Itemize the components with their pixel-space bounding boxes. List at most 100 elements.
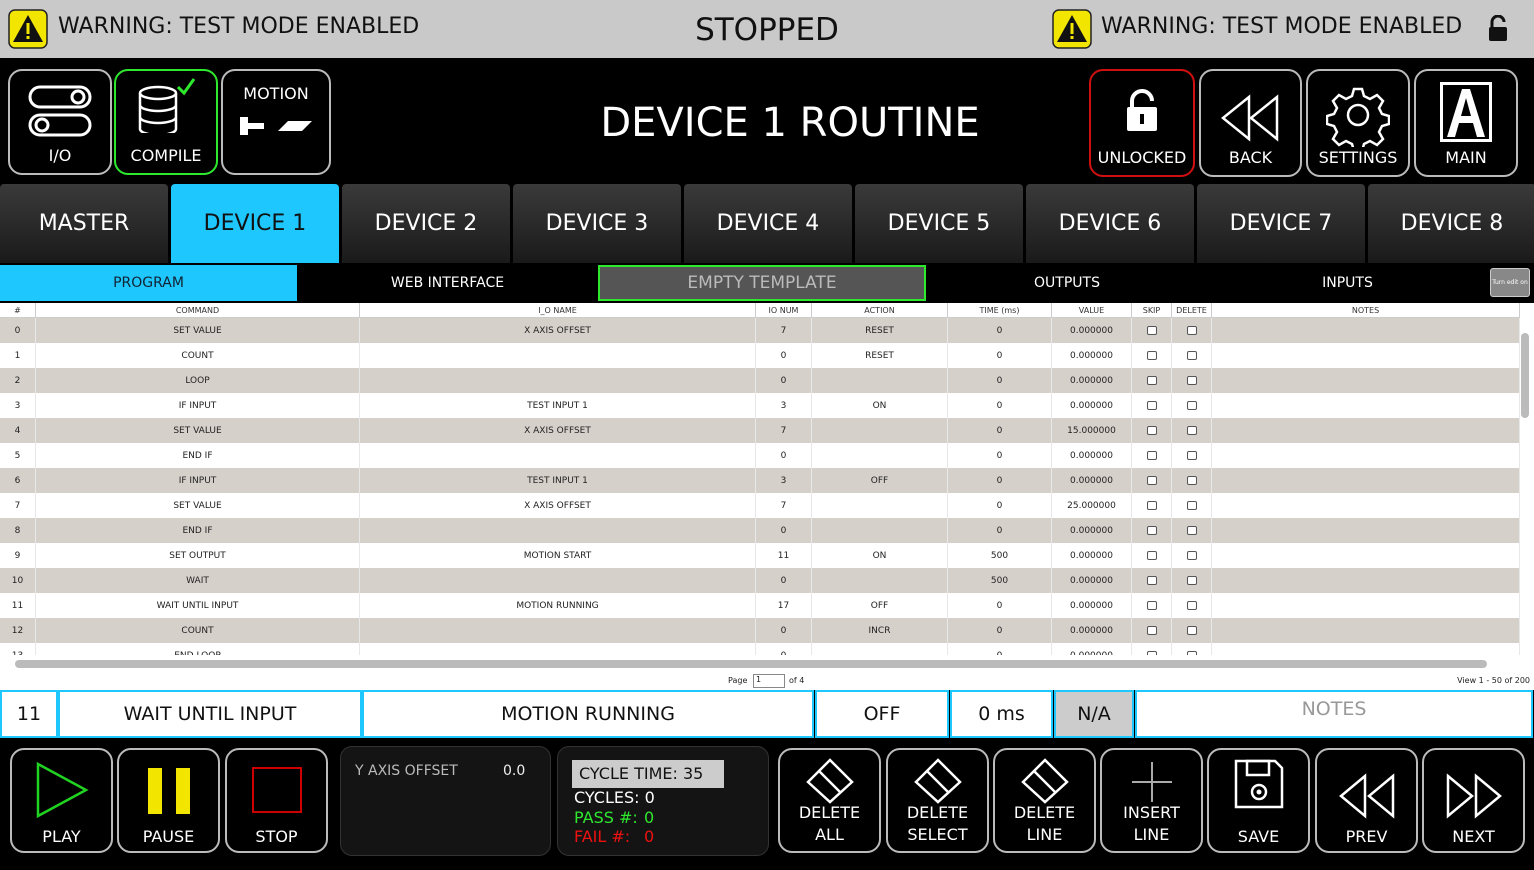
checkbox[interactable] — [1146, 551, 1157, 560]
button[interactable]: STOP — [225, 748, 328, 853]
button[interactable]: MAIN — [1414, 69, 1518, 177]
table-row[interactable]: 11 WAIT UNTIL INPUT MOTION RUNNING 17 OFF 0 0.… — [0, 593, 1520, 618]
table-row[interactable]: 4 SET VALUE X AXIS OFFSET 7 0 15.000000 — [0, 418, 1520, 443]
editor-field[interactable]: MOTION RUNNING — [362, 690, 814, 738]
checkbox[interactable] — [1186, 326, 1197, 335]
checkbox[interactable] — [1186, 451, 1197, 460]
column-header[interactable]: VALUE — [1052, 303, 1132, 318]
device-tab[interactable]: DEVICE 7 — [1197, 184, 1365, 263]
checkbox[interactable] — [1146, 476, 1157, 485]
device-tab[interactable]: DEVICE 5 — [855, 184, 1023, 263]
column-header[interactable]: DELETE — [1172, 303, 1212, 318]
editor-field[interactable]: NOTES — [1135, 690, 1533, 738]
checkbox[interactable] — [1186, 351, 1197, 360]
checkbox[interactable] — [1186, 501, 1197, 510]
table-cell — [360, 618, 756, 643]
checkbox[interactable] — [1186, 601, 1197, 610]
device-tab[interactable]: DEVICE 8 — [1368, 184, 1534, 263]
table-row[interactable]: 3 IF INPUT TEST INPUT 1 3 ON 0 0.000000 — [0, 393, 1520, 418]
button[interactable]: SAVE — [1207, 748, 1310, 853]
checkbox[interactable] — [1146, 376, 1157, 385]
checkbox[interactable] — [1146, 526, 1157, 535]
checkbox[interactable] — [1146, 401, 1157, 410]
button[interactable]: DELETE SELECT — [886, 748, 989, 853]
checkbox[interactable] — [1186, 401, 1197, 410]
button[interactable]: NEXT — [1422, 748, 1525, 853]
button[interactable]: COMPILE — [114, 69, 218, 175]
button[interactable]: PAUSE — [117, 748, 220, 853]
checkbox[interactable] — [1146, 351, 1157, 360]
device-tab[interactable]: DEVICE 4 — [684, 184, 852, 263]
sub-tab[interactable]: PROGRAM — [0, 265, 297, 301]
checkbox[interactable] — [1146, 326, 1157, 335]
button[interactable]: DELETE ALL — [778, 748, 881, 853]
column-header[interactable]: IO NUM — [756, 303, 812, 318]
table-cell: 0 — [756, 518, 812, 543]
checkbox[interactable] — [1146, 626, 1157, 635]
editor-field[interactable]: 11 — [0, 690, 58, 738]
table-row[interactable]: 9 SET OUTPUT MOTION START 11 ON 500 0.000000 — [0, 543, 1520, 568]
editor-field[interactable]: WAIT UNTIL INPUT — [58, 690, 362, 738]
button[interactable]: MOTION — [221, 69, 331, 175]
table-row[interactable]: 8 END IF 0 0 0.000000 — [0, 518, 1520, 543]
checkbox[interactable] — [1186, 526, 1197, 535]
button[interactable]: INSERT LINE — [1100, 748, 1203, 853]
checkbox[interactable] — [1186, 576, 1197, 585]
button[interactable]: BACK — [1199, 69, 1302, 177]
device-tab[interactable]: MASTER — [0, 184, 168, 263]
v-scrollbar[interactable] — [1521, 333, 1529, 418]
editor-field[interactable]: OFF — [815, 690, 949, 738]
table-row[interactable]: 7 SET VALUE X AXIS OFFSET 7 0 25.000000 — [0, 493, 1520, 518]
checkbox[interactable] — [1186, 551, 1197, 560]
column-header[interactable]: TIME (ms) — [948, 303, 1052, 318]
column-header[interactable]: ACTION — [812, 303, 948, 318]
table-row[interactable]: 6 IF INPUT TEST INPUT 1 3 OFF 0 0.000000 — [0, 468, 1520, 493]
column-header[interactable]: SKIP — [1132, 303, 1172, 318]
table-cell — [1212, 468, 1520, 493]
column-header[interactable]: # — [0, 303, 36, 318]
table-row[interactable]: 5 END IF 0 0 0.000000 — [0, 443, 1520, 468]
checkbox[interactable] — [1146, 651, 1157, 655]
checkbox[interactable] — [1186, 651, 1197, 655]
button[interactable]: UNLOCKED — [1089, 69, 1195, 177]
device-tab[interactable]: DEVICE 6 — [1026, 184, 1194, 263]
table-cell: IF INPUT — [36, 393, 360, 418]
button[interactable]: I/O — [8, 69, 112, 175]
button[interactable]: PREV — [1315, 748, 1418, 853]
checkbox[interactable] — [1146, 576, 1157, 585]
editor-field[interactable]: 0 ms — [950, 690, 1053, 738]
editor-field[interactable]: N/A — [1054, 690, 1134, 738]
column-header[interactable]: COMMAND — [36, 303, 360, 318]
column-header[interactable]: I_O NAME — [360, 303, 756, 318]
checkbox[interactable] — [1186, 376, 1197, 385]
device-tab[interactable]: DEVICE 2 — [342, 184, 510, 263]
checkbox[interactable] — [1186, 626, 1197, 635]
table-row[interactable]: 10 WAIT 0 500 0.000000 — [0, 568, 1520, 593]
button[interactable]: SETTINGS — [1306, 69, 1410, 177]
table-cell: END IF — [36, 518, 360, 543]
checkbox[interactable] — [1186, 476, 1197, 485]
device-tab[interactable]: DEVICE 3 — [513, 184, 681, 263]
table-row[interactable]: 0 SET VALUE X AXIS OFFSET 7 RESET 0 0.000000 — [0, 318, 1520, 343]
sub-tab[interactable]: INPUTS — [1208, 265, 1487, 301]
device-tab[interactable]: DEVICE 1 — [171, 184, 339, 263]
h-scrollbar[interactable] — [15, 660, 1487, 668]
checkbox[interactable] — [1146, 426, 1157, 435]
lock-icon[interactable] — [1487, 14, 1509, 43]
checkbox[interactable] — [1146, 451, 1157, 460]
sub-tab[interactable]: EMPTY TEMPLATE — [598, 265, 926, 301]
pager-input[interactable]: 1 — [753, 674, 785, 688]
table-row[interactable]: 12 COUNT 0 INCR 0 0.000000 — [0, 618, 1520, 643]
edit-toggle[interactable]: Turn edit on — [1490, 268, 1530, 297]
checkbox[interactable] — [1186, 426, 1197, 435]
column-header[interactable]: NOTES — [1212, 303, 1520, 318]
checkbox[interactable] — [1146, 501, 1157, 510]
sub-tab[interactable]: WEB INTERFACE — [298, 265, 597, 301]
checkbox[interactable] — [1146, 601, 1157, 610]
sub-tab[interactable]: OUTPUTS — [927, 265, 1207, 301]
button[interactable]: PLAY — [10, 748, 113, 853]
table-row[interactable]: 2 LOOP 0 0 0.000000 — [0, 368, 1520, 393]
button[interactable]: DELETE LINE — [993, 748, 1096, 853]
table-row[interactable]: 1 COUNT 0 RESET 0 0.000000 — [0, 343, 1520, 368]
